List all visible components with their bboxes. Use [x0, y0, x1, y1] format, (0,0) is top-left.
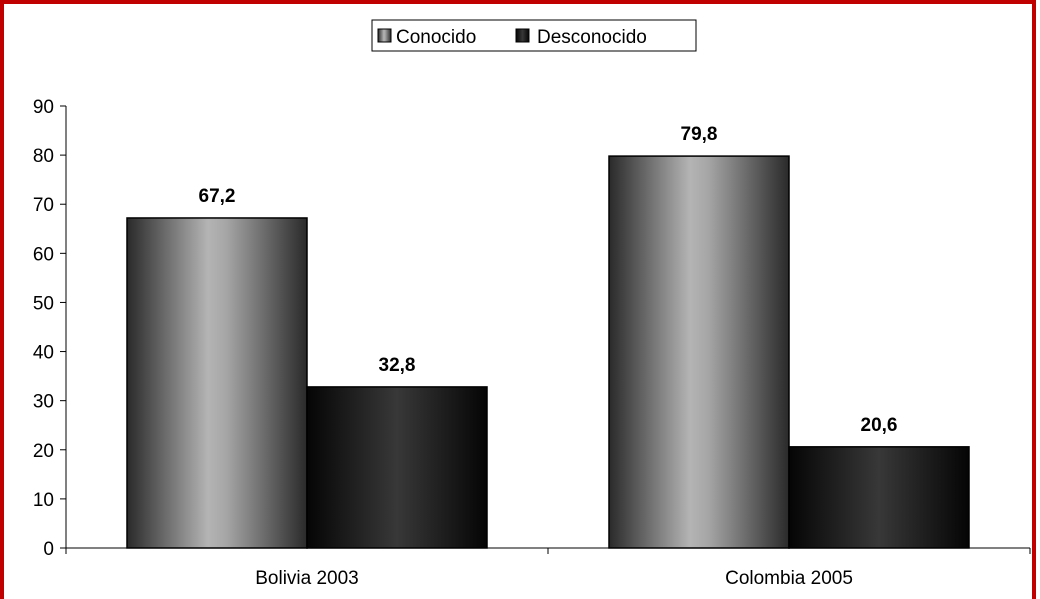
- legend-label-conocido: Conocido: [396, 27, 476, 48]
- y-tick-label: 70: [33, 195, 54, 216]
- axes: 0 10 20 30 40 50 60 70 80 90: [33, 97, 1031, 560]
- legend-label-desconocido: Desconocido: [537, 27, 647, 48]
- legend-swatch-desconocido: [515, 28, 530, 43]
- data-label: 79,8: [681, 124, 718, 145]
- y-tick-label: 80: [33, 146, 54, 167]
- legend-box: [371, 19, 697, 52]
- data-label: 67,2: [199, 186, 236, 207]
- legend: Conocido Desconocido: [371, 19, 697, 52]
- data-label: 32,8: [379, 355, 416, 376]
- y-tick-label: 40: [33, 343, 54, 364]
- bars: [126, 155, 970, 549]
- bar-desconocido-0: [306, 386, 488, 549]
- bar-desconocido-1: [788, 446, 970, 549]
- legend-swatch-conocido: [377, 28, 392, 43]
- category-label: Bolivia 2003: [255, 568, 359, 589]
- category-label: Colombia 2005: [725, 568, 853, 589]
- y-tick-label: 50: [33, 293, 54, 314]
- y-tick-label: 60: [33, 244, 54, 265]
- y-tick-label: 90: [33, 97, 54, 118]
- bar-conocido-1: [608, 155, 790, 549]
- y-tick-label: 0: [43, 539, 54, 560]
- y-tick-label: 30: [33, 392, 54, 413]
- y-tick-label: 10: [33, 490, 54, 511]
- data-label: 20,6: [861, 415, 898, 436]
- y-tick-label: 20: [33, 441, 54, 462]
- labels: 67,2 32,8 Bolivia 2003 79,8 20,6 Colombia 200…: [199, 124, 898, 589]
- bar-conocido-0: [126, 217, 308, 549]
